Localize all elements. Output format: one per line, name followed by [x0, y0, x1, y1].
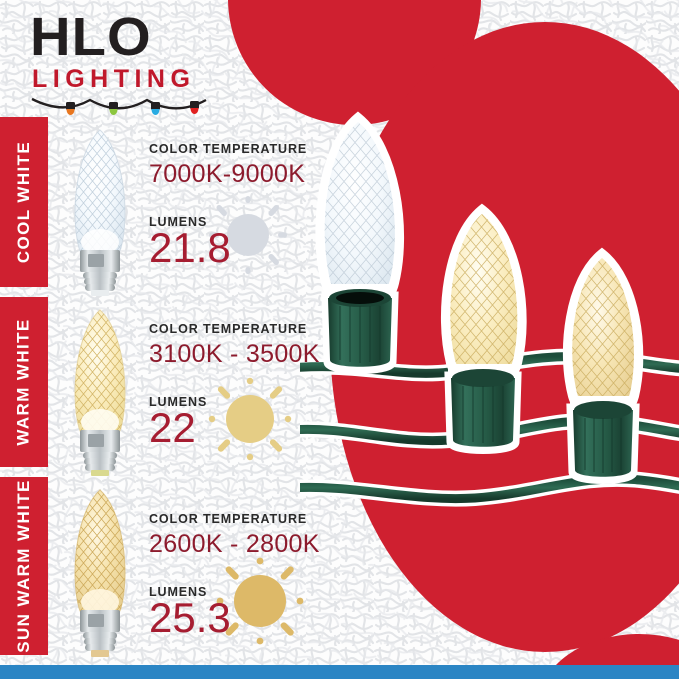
photo-bulb-warm-white: [440, 203, 527, 454]
spec-block-sun-warm-white: COLOR TEMPERATURE 2600K - 2800K LUMENS 2…: [149, 512, 320, 639]
color-temperature-label: COLOR TEMPERATURE: [149, 322, 308, 336]
row-label-text: COOL WHITE: [14, 140, 34, 264]
lumens-value: 21.8: [149, 224, 231, 271]
spec-block-warm-white: COLOR TEMPERATURE 3100K - 3500K LUMENS 2…: [149, 322, 320, 449]
photo-bulb-sun-warm-white: [562, 247, 644, 484]
string-lights-icon: [30, 96, 220, 122]
product-photo-light-string: [300, 111, 679, 507]
row-label-cool-white: COOL WHITE: [0, 117, 48, 287]
brand-logo: HLO LIGHTING: [30, 10, 220, 122]
bulb-sun-warm-white: [52, 486, 148, 658]
color-temperature-value: 7000K-9000K: [149, 160, 306, 188]
color-temperature-label: COLOR TEMPERATURE: [149, 142, 308, 156]
color-temperature-value: 3100K - 3500K: [149, 340, 320, 368]
row-label-sun-warm-white: SUN WARM WHITE: [0, 477, 48, 655]
logo-primary-text: HLO: [30, 7, 152, 67]
photo-bulb-cool-white: [315, 111, 405, 374]
row-label-warm-white: WARM WHITE: [0, 297, 48, 467]
lumens-label: LUMENS: [149, 395, 208, 409]
sun-icon-warm-white: [207, 376, 293, 467]
color-temperature-value: 2600K - 2800K: [149, 530, 320, 558]
bulb-cool-white: [52, 126, 148, 296]
row-label-text: WARM WHITE: [14, 318, 34, 446]
spec-block-cool-white: COLOR TEMPERATURE 7000K-9000K LUMENS 21.…: [149, 142, 307, 269]
bulb-warm-white: [52, 306, 148, 476]
lumens-value: 25.3: [149, 594, 231, 641]
lumens-label: LUMENS: [149, 585, 208, 599]
lumens-value: 22: [149, 404, 196, 451]
bottom-accent-bar: [0, 665, 679, 679]
color-temperature-label: COLOR TEMPERATURE: [149, 512, 308, 526]
row-label-text: SUN WARM WHITE: [14, 479, 33, 653]
sun-icon-cool-white: [209, 196, 287, 279]
sun-icon-sun-warm-white: [215, 556, 305, 651]
logo-secondary-text: LIGHTING: [32, 65, 196, 94]
lumens-label: LUMENS: [149, 215, 208, 229]
